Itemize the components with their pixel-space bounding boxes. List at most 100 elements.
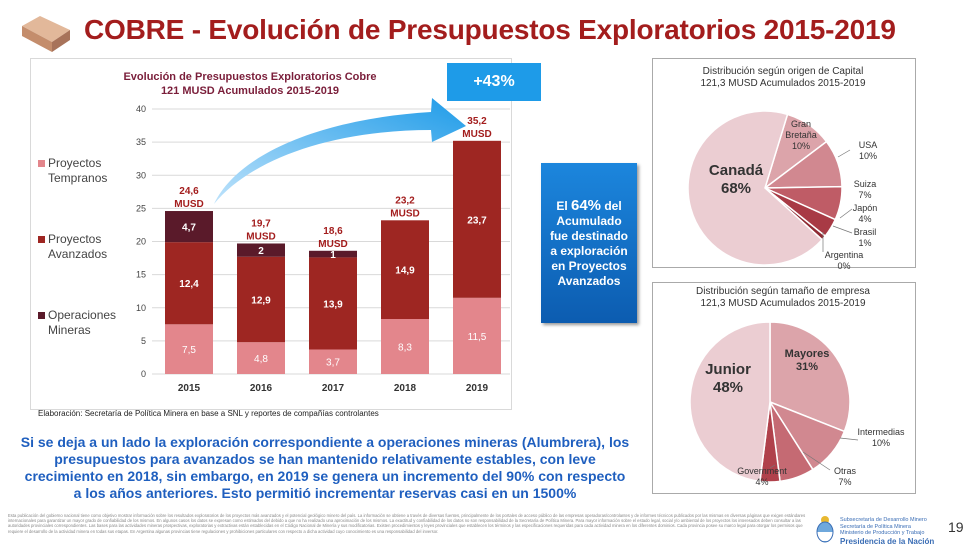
bar-segment-proyectos-tempranos <box>381 319 429 374</box>
leader-line <box>802 451 831 471</box>
y-tick-label: 35 <box>136 137 146 147</box>
disclaimer-text: Esta publicación del gobierno nacional t… <box>8 513 806 534</box>
bar-value-label: 2 <box>258 246 264 257</box>
bar-segment-operaciones-mineras <box>237 243 285 257</box>
bar-chart-title: Evolución de Presupuestos Exploratorios … <box>110 70 390 98</box>
bar-chart-subtitle: 121 MUSD Acumulados 2015-2019 <box>160 85 340 97</box>
y-tick-label: 40 <box>136 104 146 114</box>
bar-segment-proyectos-avanzados <box>309 257 357 350</box>
callout-post: del Acumulado fue destinado a exploració… <box>549 198 628 288</box>
slice-pct: 4% <box>858 214 872 224</box>
bar-segment-proyectos-tempranos <box>309 349 357 374</box>
bar-total-unit: MUSD <box>462 129 491 140</box>
bar-total-label: 24,6 <box>179 186 199 197</box>
pie-label-canada: Canadá 68% <box>706 162 766 198</box>
y-tick-label: 5 <box>141 336 146 346</box>
pie-label-government: Government 4% <box>737 466 787 488</box>
bar-total-unit: MUSD <box>390 208 419 219</box>
y-tick-label: 15 <box>136 270 146 280</box>
legend-label: Operaciones Mineras <box>48 308 117 337</box>
bar-value-label: 1 <box>330 250 336 261</box>
bar-total-unit: MUSD <box>246 231 275 242</box>
slice-pct: 7% <box>838 477 852 487</box>
org-line: Ministerio de Producción y Trabajo <box>840 530 925 536</box>
bar-segment-proyectos-tempranos <box>165 324 213 374</box>
pie-label-usa: USA 10% <box>852 140 884 162</box>
slice-pct: 10% <box>858 151 877 161</box>
pie-slice-size-mayores <box>769 321 851 433</box>
slice-name: Junior <box>705 361 751 378</box>
y-tick-label: 30 <box>136 170 146 180</box>
pie-slice-size-junior <box>689 321 771 483</box>
legend-operaciones: Operaciones Mineras <box>38 308 128 338</box>
callout-pre: El <box>556 198 571 213</box>
leader-line <box>769 464 776 469</box>
growth-arrow-icon <box>214 98 466 204</box>
slice-name: Brasil <box>853 227 877 237</box>
legend-avanzados: Proyectos Avanzados <box>38 232 128 262</box>
y-tick-label: 20 <box>136 237 146 247</box>
bar-value-label: 3,7 <box>326 358 340 369</box>
slice-name: Otras <box>833 466 856 476</box>
bar-total-unit: MUSD <box>174 199 203 210</box>
page-title: COBRE - Evolución de Presupuestos Explor… <box>84 14 896 45</box>
pie-panel-size <box>652 282 916 494</box>
org-line: Subsecretaría de Desarrollo Minero <box>840 517 927 523</box>
slice-pct: 10% <box>871 438 890 448</box>
bar-total-label: 35,2 <box>467 116 487 127</box>
legend-swatch <box>38 160 45 167</box>
slice-pct: 1% <box>858 238 872 248</box>
pie-label-suiza: Suiza 7% <box>850 179 880 201</box>
bar-segment-proyectos-avanzados <box>237 256 285 343</box>
bar-value-label: 4,8 <box>254 354 268 365</box>
callout-box: El 64% del Acumulado fue destinado a exp… <box>541 163 637 323</box>
callout-pct: 64% <box>570 196 602 214</box>
bar-total-unit: MUSD <box>318 239 347 250</box>
slice-name: Canadá <box>708 162 764 179</box>
bar-chart-title-line1: Evolución de Presupuestos Exploratorios … <box>123 71 377 83</box>
summary-text: Si se deja a un lado la exploración corr… <box>20 434 630 501</box>
bar-total-label: 19,7 <box>251 218 271 229</box>
pie-size-subtitle: 121,3 MUSD Acumulados 2015-2019 <box>700 298 866 309</box>
legend-label: Proyectos Tempranos <box>48 156 108 185</box>
x-tick-label: 2015 <box>178 383 201 394</box>
slice-name: Government <box>737 466 787 476</box>
page-number: 19 <box>948 519 964 535</box>
slice-name: Mayores <box>784 348 830 360</box>
pie-label-intermedias: Intermedias 10% <box>856 427 906 449</box>
slice-pct: 4% <box>755 477 769 487</box>
pie-capital-title: Distribución según origen de Capital 121… <box>652 66 914 90</box>
source-note: Elaboración: Secretaría de Política Mine… <box>38 409 379 418</box>
y-tick-label: 10 <box>136 303 146 313</box>
bar-total-label: 23,2 <box>395 195 415 206</box>
org-line: Secretaría de Política Minera <box>840 523 911 530</box>
growth-badge: +43% <box>447 63 541 101</box>
legend-label: Proyectos Avanzados <box>48 232 108 261</box>
pie-label-gran-bretana: Gran Bretaña 10% <box>778 119 824 152</box>
slice-name: Argentina <box>824 250 864 260</box>
argentina-coat-of-arms-icon <box>816 516 834 543</box>
y-tick-label: 25 <box>136 203 146 213</box>
bar-value-label: 8,3 <box>398 343 412 354</box>
bar-value-label: 23,7 <box>467 215 487 226</box>
bar-value-label: 13,9 <box>323 299 343 310</box>
slice-pct: 68% <box>720 180 752 197</box>
x-tick-label: 2017 <box>322 383 345 394</box>
bar-segment-proyectos-avanzados <box>381 220 429 320</box>
bar-value-label: 11,5 <box>468 332 487 343</box>
slice-pct: 0% <box>837 261 851 271</box>
bar-total-label: 18,6 <box>323 226 343 237</box>
pie-capital-title-line1: Distribución según origen de Capital <box>702 66 864 77</box>
slice-name: USA <box>858 140 878 150</box>
pie-label-otras: Otras 7% <box>830 466 860 488</box>
bar-value-label: 4,7 <box>182 223 196 234</box>
bar-value-label: 7,5 <box>182 345 196 356</box>
bar-segment-proyectos-avanzados <box>165 242 213 325</box>
pie-size-title: Distribución según tamaño de empresa 121… <box>652 286 914 310</box>
bar-value-label: 14,9 <box>395 266 415 277</box>
bar-segment-proyectos-tempranos <box>453 297 501 374</box>
bar-chart-panel <box>30 58 512 410</box>
footer-organization: Subsecretaría de Desarrollo Minero Secre… <box>840 517 934 547</box>
